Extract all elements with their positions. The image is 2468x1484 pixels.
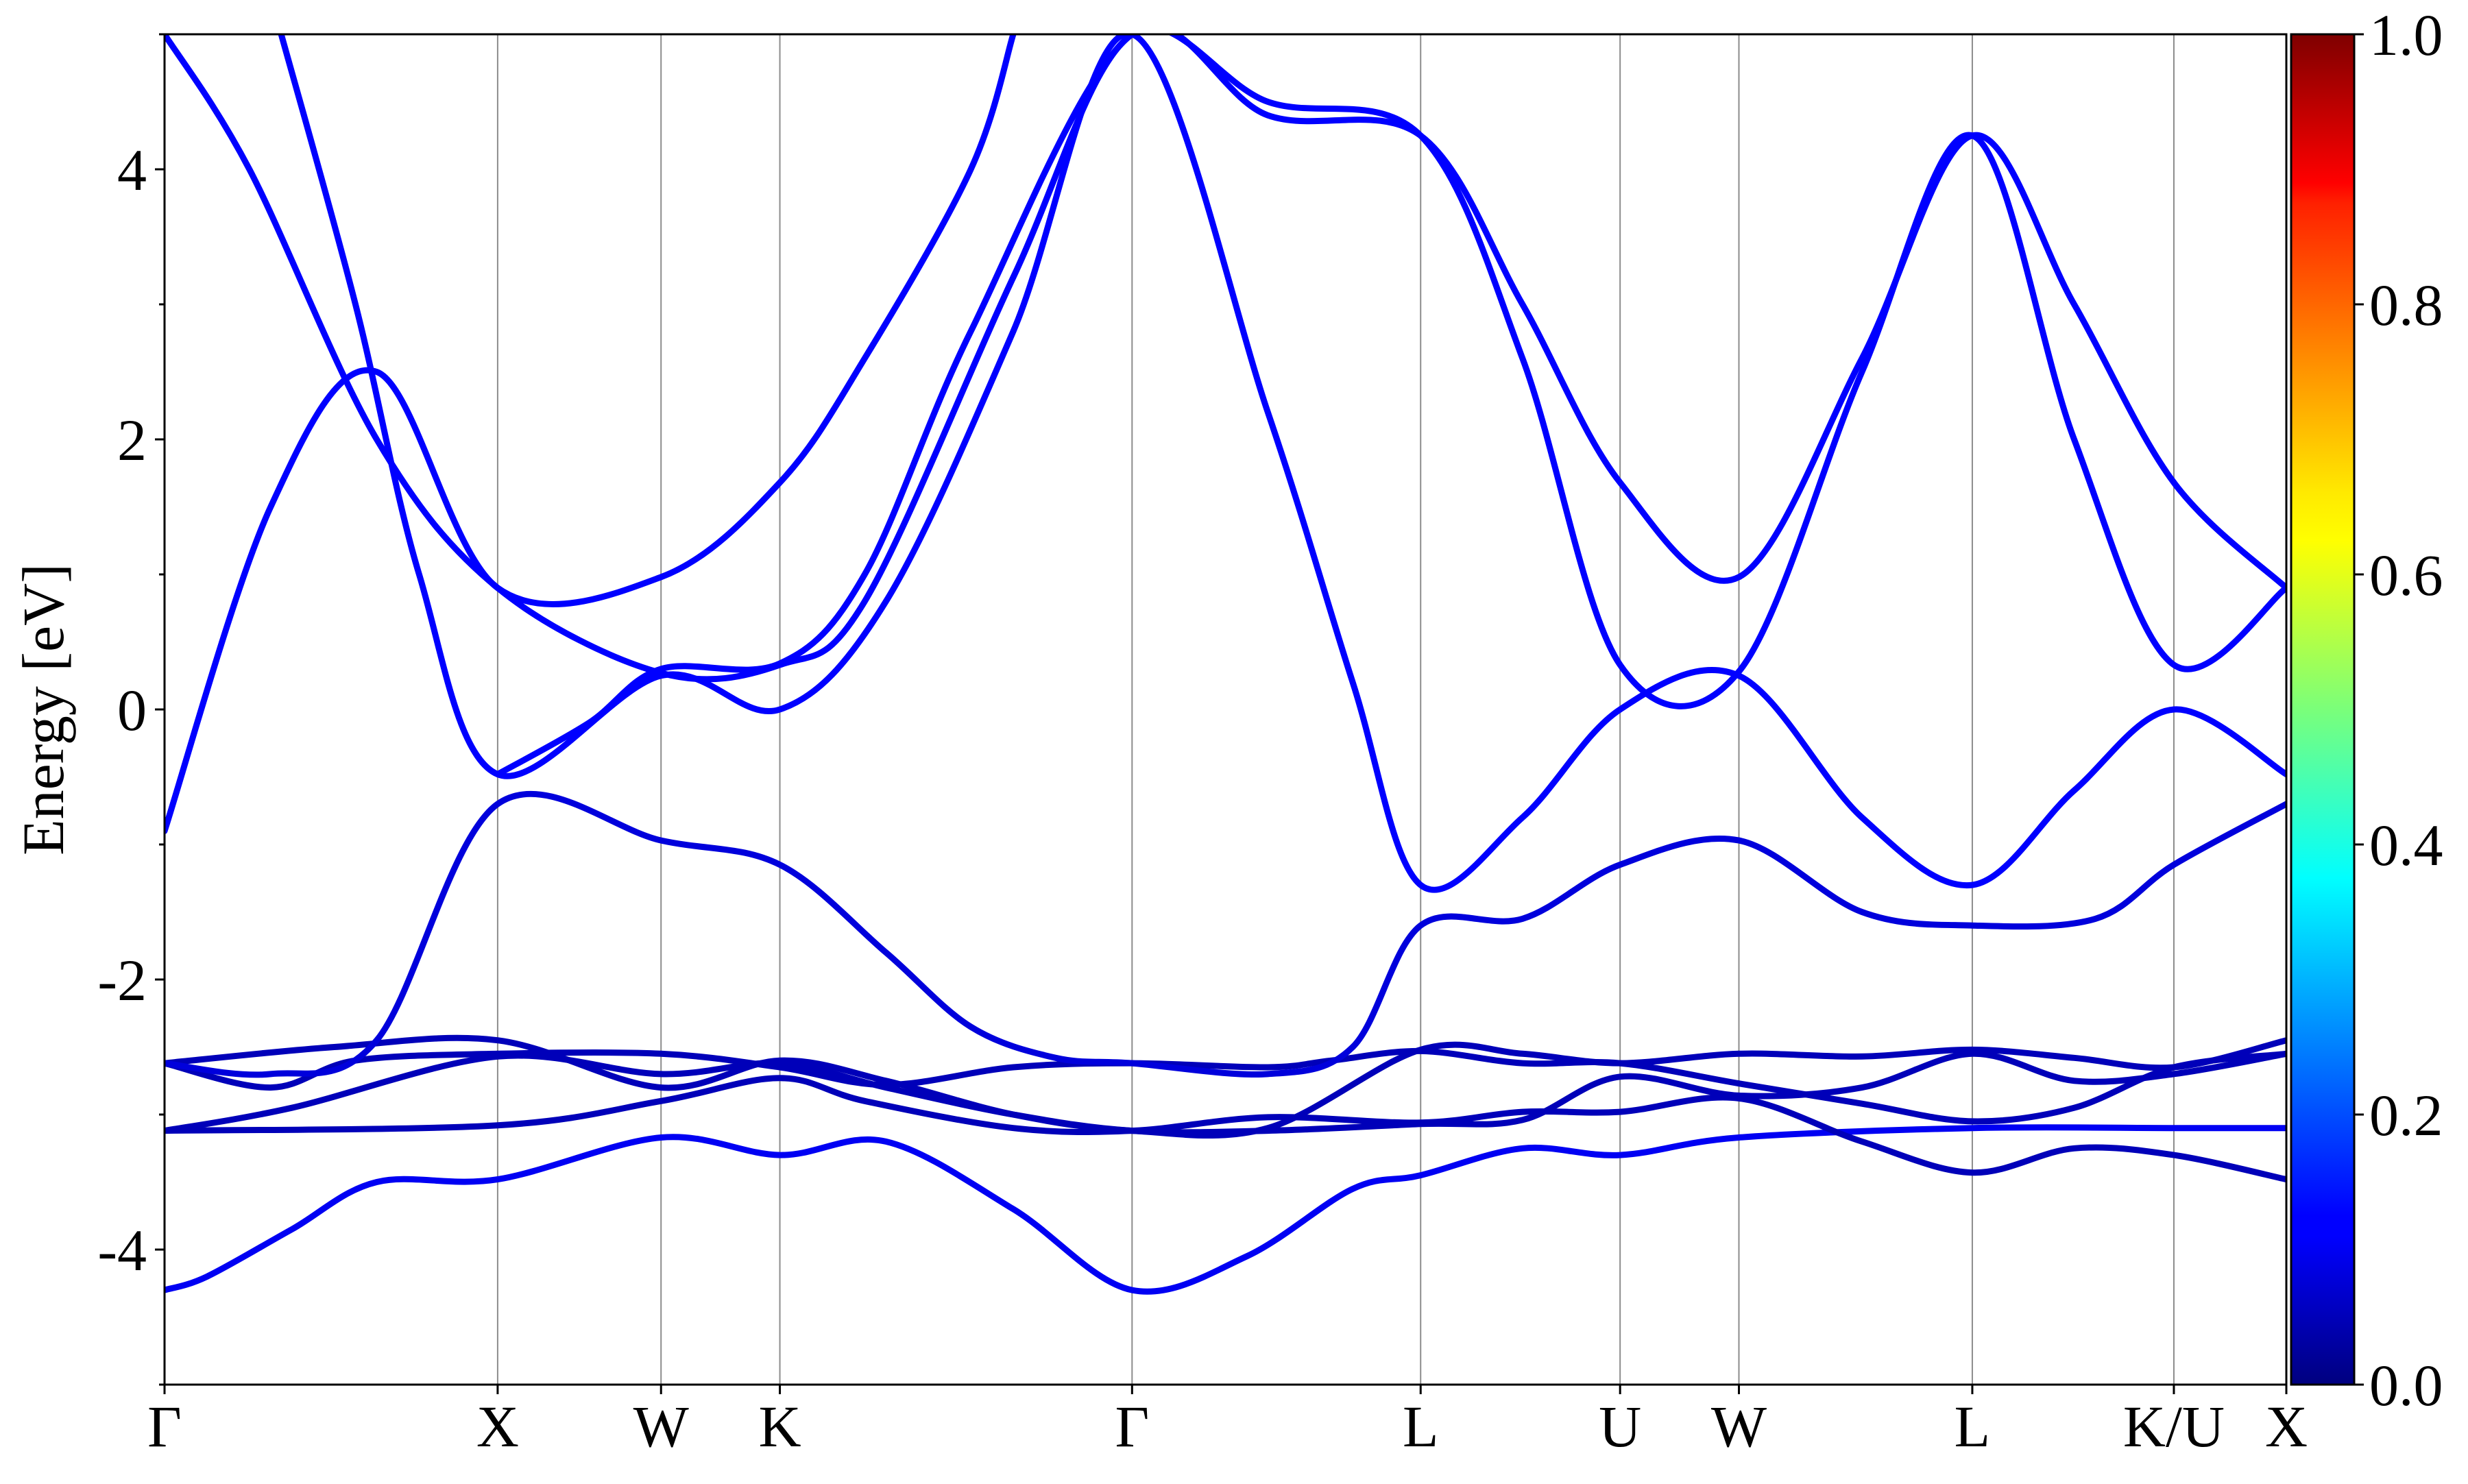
y-tick-label: -4 bbox=[97, 1217, 147, 1283]
y-axis-label: Energy [eV] bbox=[10, 563, 76, 855]
band-line-7 bbox=[165, 34, 1017, 834]
x-tick-label: L bbox=[1403, 1394, 1439, 1459]
band-lines bbox=[165, 34, 2286, 1295]
band-line-10 bbox=[494, 34, 2286, 778]
colorbar-ticks: 1.0 0.8 0.6 0.4 0.2 0.0 bbox=[2354, 2, 2443, 1418]
y-tick-label: 4 bbox=[117, 137, 147, 203]
y-tick-label: 2 bbox=[117, 407, 147, 473]
colorbar-tick-label: 1.0 bbox=[2369, 2, 2443, 68]
colorbar-tick-label: 0.0 bbox=[2369, 1352, 2443, 1418]
band-line-6 bbox=[165, 790, 2286, 1078]
y-tick-label: -2 bbox=[97, 947, 147, 1013]
x-tick-label: X bbox=[2265, 1394, 2308, 1459]
band-line-4 bbox=[165, 1034, 2286, 1139]
x-tick-label: K/U bbox=[2123, 1394, 2225, 1459]
band-line-9 bbox=[165, 34, 2286, 709]
x-axis-ticks: Γ X W K Γ L U W L K/U X bbox=[147, 1385, 2308, 1459]
colorbar-tick-label: 0.4 bbox=[2369, 812, 2443, 878]
x-tick-label: Γ bbox=[1115, 1394, 1149, 1459]
band-line-5 bbox=[165, 1047, 2286, 1125]
x-tick-label: Γ bbox=[147, 1394, 182, 1459]
y-tick-label: 0 bbox=[117, 677, 147, 743]
y-axis-ticks: 4 2 0 -2 -4 bbox=[97, 33, 165, 1386]
band-line-2 bbox=[165, 1075, 2286, 1183]
colorbar bbox=[2290, 33, 2356, 1386]
x-tick-label: X bbox=[476, 1394, 519, 1459]
x-tick-label: W bbox=[1711, 1394, 1767, 1459]
colorbar-tick-label: 0.6 bbox=[2369, 542, 2443, 608]
band-line-1 bbox=[165, 1124, 2286, 1295]
x-tick-label: K bbox=[758, 1394, 801, 1459]
band-line-8 bbox=[278, 34, 2286, 893]
x-tick-label: W bbox=[633, 1394, 689, 1459]
x-tick-label: L bbox=[1955, 1394, 1991, 1459]
colorbar-tick-label: 0.8 bbox=[2369, 272, 2443, 338]
band-line-3 bbox=[165, 1050, 2286, 1136]
x-tick-label: U bbox=[1599, 1394, 1641, 1459]
colorbar-tick-label: 0.2 bbox=[2369, 1082, 2443, 1148]
